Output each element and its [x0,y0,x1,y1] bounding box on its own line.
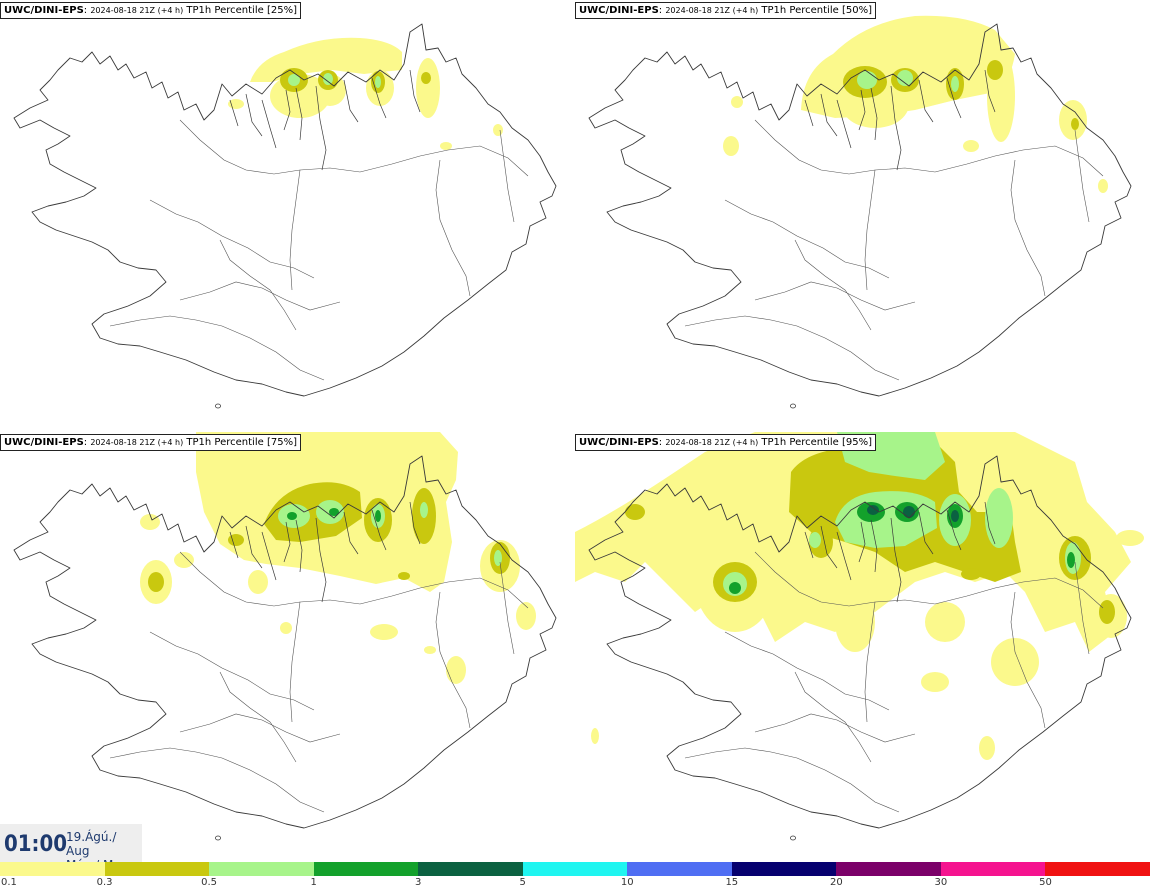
precip-field-p25 [228,37,503,150]
legend-tick-label: 3 [414,877,422,888]
legend-tick-label: 30 [934,877,948,888]
legend-swatch [627,862,732,876]
legend-swatch [104,862,210,876]
legend-swatch [836,862,941,876]
legend-tick-label: 0.5 [201,877,218,888]
map-panel-p25: UWC/DINI-EPS: 2024-08-18 21Z (+4 h) TP1h… [0,0,575,432]
color-legend [0,862,1150,876]
panel-title-p75: UWC/DINI-EPS: 2024-08-18 21Z (+4 h) TP1h… [0,434,301,451]
legend-tick-label: 15 [725,877,739,888]
precip-field-p50 [723,15,1108,193]
precip-field-p95 [575,432,1144,760]
legend-swatch [731,862,837,876]
panel-title-p95: UWC/DINI-EPS: 2024-08-18 21Z (+4 h) TP1h… [575,434,876,451]
panel-source: UWC/DINI-EPS [4,5,84,16]
valid-time-box: 01:00 19.Ágú./ Aug Mán./ Mon [0,824,142,872]
legend-tick-label: 1 [310,877,317,888]
legend-swatch [313,862,419,876]
precip-map-p25 [13,23,557,409]
legend-swatch [0,862,105,876]
legend-swatch [940,862,1046,876]
precip-map-p95 [575,432,1144,841]
color-legend-ticks: 0.1 0.3 0.5 1 3 5 10 15 20 30 50 [0,877,1150,891]
legend-swatch [209,862,314,876]
legend-swatch [1045,862,1150,876]
legend-tick-label: 10 [620,877,634,888]
panel-title-p50: UWC/DINI-EPS: 2024-08-18 21Z (+4 h) TP1h… [575,2,876,19]
valid-time: 01:00 [4,832,68,857]
panel-label: TP1h Percentile [50%] [761,5,872,16]
panel-source: UWC/DINI-EPS [579,437,659,448]
panel-label: TP1h Percentile [75%] [186,437,297,448]
legend-swatch [522,862,628,876]
panel-source: UWC/DINI-EPS [579,5,659,16]
panel-label: TP1h Percentile [95%] [761,437,872,448]
panel-label: TP1h Percentile [25%] [186,5,297,16]
legend-tick-label: 0.1 [1,877,17,888]
map-panel-p50: UWC/DINI-EPS: 2024-08-18 21Z (+4 h) TP1h… [575,0,1150,432]
legend-tick-label: 5 [519,877,526,888]
legend-tick-label: 20 [829,877,843,888]
panel-run: 2024-08-18 21Z (+4 h) [665,6,759,15]
legend-tick-label: 0.3 [96,877,113,888]
panel-run: 2024-08-18 21Z (+4 h) [90,6,184,15]
precip-field-p75 [140,432,536,684]
map-panel-p95: UWC/DINI-EPS: 2024-08-18 21Z (+4 h) TP1h… [575,432,1150,864]
panel-run: 2024-08-18 21Z (+4 h) [665,438,759,447]
legend-tick-label: 50 [1039,877,1052,888]
precip-map-p50 [588,15,1132,409]
valid-date-line1: 19.Ágú./ Aug [66,830,117,858]
panel-title-p25: UWC/DINI-EPS: 2024-08-18 21Z (+4 h) TP1h… [0,2,301,19]
legend-swatch [418,862,523,876]
panel-source: UWC/DINI-EPS [4,437,84,448]
panel-run: 2024-08-18 21Z (+4 h) [90,438,184,447]
precip-map-p75 [13,432,557,841]
map-panel-p75: UWC/DINI-EPS: 2024-08-18 21Z (+4 h) TP1h… [0,432,575,864]
